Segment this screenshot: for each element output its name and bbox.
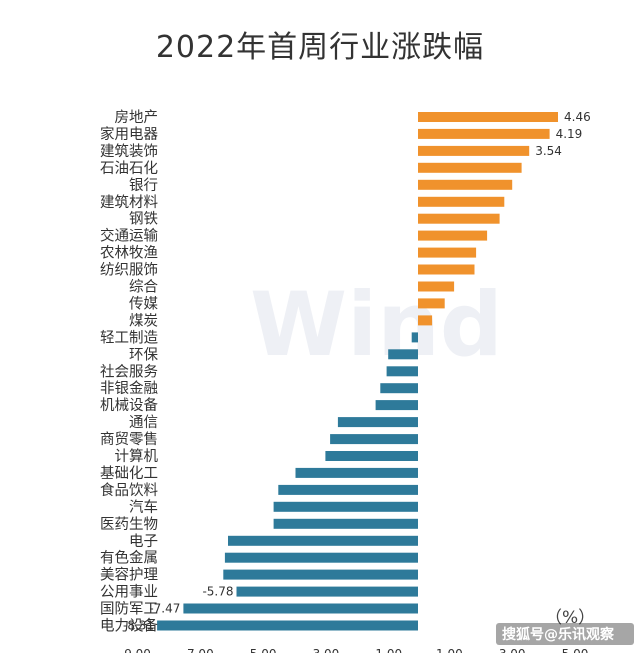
category-label: 电子 xyxy=(129,533,158,550)
category-label: 机械设备 xyxy=(100,397,158,414)
category-label: 建筑装饰 xyxy=(100,143,158,160)
x-tick-label: 3.00 xyxy=(499,647,526,653)
bar-2 xyxy=(418,128,550,139)
category-label: 国防军工 xyxy=(100,601,158,618)
category-labels: 房地产家用电器建筑装饰石油石化银行建筑材料钢铁交通运输农林牧渔纺织服饰综合传媒煤… xyxy=(100,109,158,635)
bar-16 xyxy=(386,366,418,377)
category-label: 石油石化 xyxy=(100,160,158,177)
bar-10 xyxy=(418,264,475,275)
bar-29 xyxy=(236,586,418,597)
x-tick-label: -1.00 xyxy=(371,647,402,653)
bar-28 xyxy=(223,569,418,580)
bar-6 xyxy=(418,196,505,207)
bar-9 xyxy=(418,247,477,258)
bar-23 xyxy=(278,484,418,495)
category-label: 传媒 xyxy=(129,295,158,312)
value-label: -7.47 xyxy=(149,602,180,616)
category-label: 食品饮料 xyxy=(100,482,158,499)
x-tick-label: -7.00 xyxy=(183,647,214,653)
category-label: 社会服务 xyxy=(100,363,158,380)
category-label: 建筑材料 xyxy=(100,194,158,211)
category-label: 基础化工 xyxy=(100,465,158,482)
category-label: 家用电器 xyxy=(100,126,158,143)
value-label: -5.78 xyxy=(202,585,233,599)
x-tick-label: -5.00 xyxy=(245,647,276,653)
credit-backdrop xyxy=(496,623,634,645)
bar-18 xyxy=(375,400,418,411)
category-label: 美容护理 xyxy=(100,567,158,584)
bar-31 xyxy=(157,620,418,631)
bar-22 xyxy=(295,467,418,478)
bar-5 xyxy=(418,179,513,190)
category-label: 公用事业 xyxy=(100,584,158,601)
bar-7 xyxy=(418,213,500,224)
bar-13 xyxy=(418,315,433,326)
category-label: 通信 xyxy=(129,414,158,431)
bar-30 xyxy=(183,603,418,614)
watermark-logo: Wind xyxy=(250,273,503,376)
bar-14 xyxy=(411,332,418,343)
bars-group xyxy=(157,112,558,631)
bar-3 xyxy=(418,145,530,156)
category-label: 煤炭 xyxy=(129,312,158,329)
category-label: 纺织服饰 xyxy=(100,262,158,279)
bar-26 xyxy=(228,535,418,546)
category-label: 轻工制造 xyxy=(100,329,158,346)
category-label: 农林牧渔 xyxy=(100,245,158,262)
bar-27 xyxy=(224,552,418,563)
bar-1 xyxy=(418,112,558,122)
bar-12 xyxy=(418,298,445,309)
category-label: 交通运输 xyxy=(100,227,158,245)
value-label: 3.54 xyxy=(535,144,562,158)
credit-text: 搜狐号@乐讯观察 xyxy=(502,626,615,643)
category-label: 环保 xyxy=(129,346,158,363)
category-label: 综合 xyxy=(129,279,158,296)
bar-8 xyxy=(418,230,488,241)
x-tick-label: 1.00 xyxy=(436,647,463,653)
x-tick-label: -3.00 xyxy=(308,647,339,653)
category-label: 有色金属 xyxy=(100,550,158,567)
bar-17 xyxy=(380,383,418,394)
bar-15 xyxy=(388,349,418,360)
bar-20 xyxy=(330,434,418,445)
category-label: 房地产 xyxy=(115,109,159,126)
category-label: 商贸零售 xyxy=(100,431,158,448)
value-label: 4.19 xyxy=(556,127,583,141)
category-label: 计算机 xyxy=(115,448,159,465)
bar-19 xyxy=(337,417,418,428)
unit-label: （%） xyxy=(545,608,595,628)
bar-11 xyxy=(418,281,455,292)
value-labels: 4.46 4.19 3.54 -5.78 -7.47 -8.31 xyxy=(123,110,591,633)
category-label: 非银金融 xyxy=(100,380,158,397)
x-tick-label: 5.00 xyxy=(562,647,589,653)
bar-24 xyxy=(273,501,418,512)
value-label: -8.31 xyxy=(123,619,154,633)
bar-21 xyxy=(325,451,418,461)
value-label: 4.46 xyxy=(564,110,591,124)
x-axis-ticks: -9.00 -7.00 -5.00 -3.00 -1.00 1.00 3.00 5.00 xyxy=(120,647,588,653)
chart-title: 2022年首周行业涨跌幅 xyxy=(155,30,485,65)
category-label: 钢铁 xyxy=(129,211,158,228)
bar-25 xyxy=(273,518,418,529)
category-label: 汽车 xyxy=(129,499,158,516)
x-tick-label: -9.00 xyxy=(120,647,151,653)
category-label: 电力设备 xyxy=(100,618,158,635)
bar-4 xyxy=(418,162,522,173)
category-label: 医药生物 xyxy=(100,516,158,533)
category-label: 银行 xyxy=(129,177,158,194)
